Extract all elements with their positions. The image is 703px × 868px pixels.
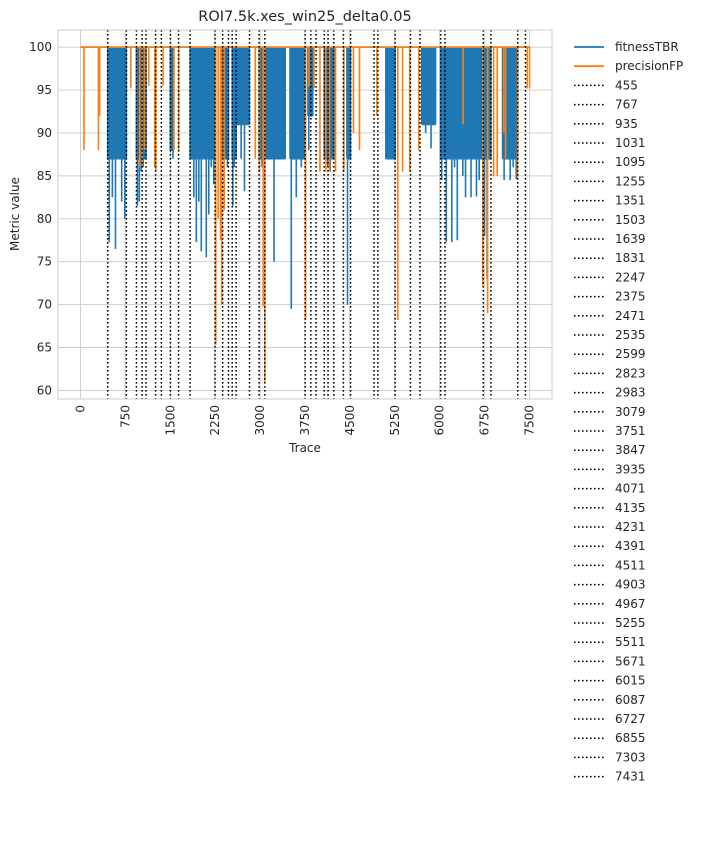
x-tick-label: 2250 <box>208 405 222 436</box>
legend-label: 4967 <box>615 597 646 611</box>
y-tick-label: 100 <box>29 40 52 54</box>
legend-label: 4231 <box>615 520 646 534</box>
x-tick-label: 3750 <box>298 405 312 436</box>
plot-frame <box>57 29 553 400</box>
legend-label: fitnessTBR <box>615 40 679 54</box>
legend: fitnessTBR precisionFP 455 767 935 1031 1095 12… <box>574 40 683 784</box>
x-tick-label: 6750 <box>478 405 492 436</box>
x-tick-label: 7500 <box>523 405 537 436</box>
legend-label: 1503 <box>615 213 646 227</box>
y-tick-label: 70 <box>37 298 52 312</box>
legend-label: 5255 <box>615 616 646 630</box>
x-tick-label: 6000 <box>433 405 447 436</box>
y-axis-ticks: 60 65 70 75 80 85 90 95 100 <box>29 40 52 397</box>
x-tick-label: 750 <box>118 405 132 428</box>
legend-label: 1095 <box>615 155 646 169</box>
legend-label: 1831 <box>615 251 646 265</box>
x-tick-label: 5250 <box>388 405 402 436</box>
legend-label: 2823 <box>615 366 646 380</box>
y-tick-label: 65 <box>37 341 52 355</box>
legend-label: 2375 <box>615 290 646 304</box>
legend-label: 2599 <box>615 347 646 361</box>
plot-area <box>57 29 553 400</box>
legend-label: 4903 <box>615 578 646 592</box>
legend-label: 455 <box>615 78 638 92</box>
y-axis-label: Metric value <box>8 177 22 251</box>
legend-label: 6855 <box>615 731 646 745</box>
legend-label: 1639 <box>615 232 646 246</box>
legend-label: 3847 <box>615 443 646 457</box>
x-axis-label: Trace <box>288 441 321 455</box>
legend-label: 6015 <box>615 674 646 688</box>
legend-label: 7431 <box>615 770 646 784</box>
x-tick-label: 0 <box>73 405 87 413</box>
legend-label: 5511 <box>615 635 646 649</box>
legend-label: 4135 <box>615 501 646 515</box>
legend-label: 4071 <box>615 482 646 496</box>
legend-label: 4511 <box>615 558 646 572</box>
legend-label: 1255 <box>615 174 646 188</box>
legend-label: precisionFP <box>615 59 683 73</box>
y-tick-label: 80 <box>37 212 52 226</box>
x-tick-label: 1500 <box>163 405 177 436</box>
legend-label: 6087 <box>615 693 646 707</box>
legend-label: 4391 <box>615 539 646 553</box>
legend-label: 3935 <box>615 462 646 476</box>
legend-label: 2247 <box>615 270 646 284</box>
legend-label: 5671 <box>615 654 646 668</box>
x-tick-label: 3000 <box>253 405 267 436</box>
y-tick-label: 60 <box>37 383 52 397</box>
legend-label: 7303 <box>615 750 646 764</box>
y-tick-label: 75 <box>37 255 52 269</box>
legend-label: 1031 <box>615 136 646 150</box>
y-tick-label: 95 <box>37 83 52 97</box>
legend-label: 6727 <box>615 712 646 726</box>
vertical-markers <box>106 30 527 399</box>
legend-label: 767 <box>615 98 638 112</box>
legend-label: 2983 <box>615 386 646 400</box>
x-axis-ticks: 0 750 1500 2250 3000 3750 4500 5250 6000 6750 7500 <box>73 405 536 436</box>
legend-label: 2471 <box>615 309 646 323</box>
x-tick-label: 4500 <box>343 405 357 436</box>
legend-label: 3751 <box>615 424 646 438</box>
y-tick-label: 90 <box>37 126 52 140</box>
legend-label: 3079 <box>615 405 646 419</box>
legend-label: 1351 <box>615 194 646 208</box>
y-tick-label: 85 <box>37 169 52 183</box>
legend-label: 935 <box>615 117 638 131</box>
legend-label: 2535 <box>615 328 646 342</box>
chart-title: ROI7.5k.xes_win25_delta0.05 <box>198 9 411 25</box>
